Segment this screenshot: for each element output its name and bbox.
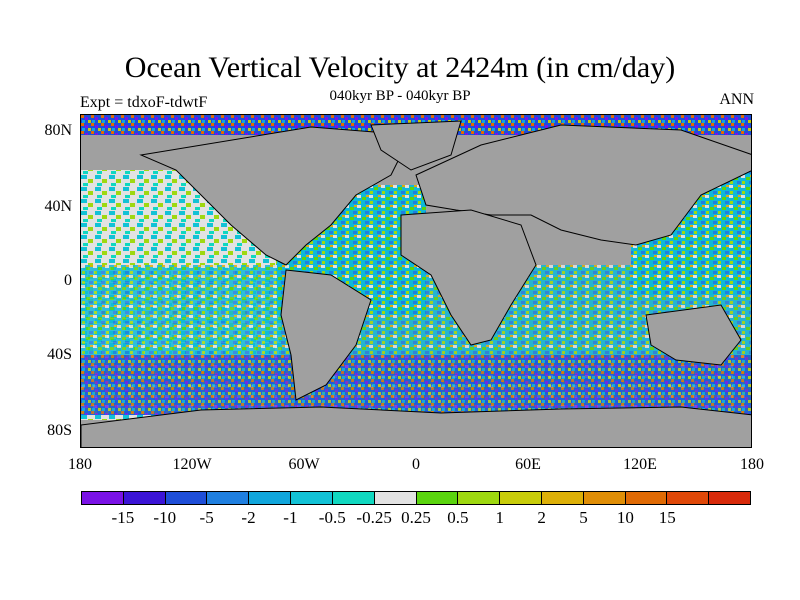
colorbar-segment — [709, 492, 750, 504]
colorbar-segment — [625, 492, 668, 504]
colorbar-segment — [374, 492, 417, 504]
colorbar-tick-label: 5 — [579, 508, 588, 527]
colorbar-segment — [82, 492, 124, 504]
colorbar-tick-label: -15 — [111, 508, 135, 527]
lat-label-40s: 40S — [47, 346, 72, 363]
continents — [81, 120, 751, 447]
colorbar-segment — [291, 492, 333, 504]
colorbar-tick-label: 1 — [495, 508, 505, 527]
ocean-velocity-field — [81, 115, 751, 447]
lon-label-0: 0 — [412, 456, 420, 473]
lon-label-120e: 120E — [623, 456, 657, 473]
colorbar-segment — [583, 492, 626, 504]
lon-label-60e: 60E — [515, 456, 541, 473]
colorbar-tick-label: -0.25 — [356, 508, 392, 527]
colorbar-tick-label: 10 — [616, 508, 634, 527]
colorbar-tick-label: -1 — [283, 508, 298, 527]
colorbar-tick-label: 0.25 — [401, 508, 431, 527]
colorbar-segment — [332, 492, 375, 504]
colorbar-segment — [458, 492, 501, 504]
map-title: Ocean Vertical Velocity at 2424m (in cm/… — [124, 51, 676, 84]
lat-label-0: 0 — [64, 272, 72, 289]
colorbar-segment — [123, 492, 166, 504]
lat-label-40n: 40N — [44, 198, 72, 215]
colorbar-tick-label: -10 — [153, 508, 177, 527]
colorbar-tick-label: -2 — [241, 508, 256, 527]
colorbar-segment — [416, 492, 459, 504]
lon-label-180w: 180 — [68, 456, 92, 473]
colorbar-segment — [541, 492, 584, 504]
colorbar-tick-label: -0.5 — [318, 508, 346, 527]
colorbar-tick-label: 0.5 — [447, 508, 469, 527]
colorbar-segment — [207, 492, 250, 504]
lon-label-120w: 120W — [172, 456, 212, 473]
lon-label-180e: 180 — [740, 456, 764, 473]
world-map — [80, 114, 752, 448]
experiment-label: Expt = tdxoF-tdwtF — [80, 94, 208, 111]
colorbar-segment — [165, 492, 208, 504]
colorbar-tick-label: -5 — [199, 508, 214, 527]
time-label: 040kyr BP - 040kyr BP — [329, 88, 471, 104]
colorbar-tick-label: 15 — [658, 508, 676, 527]
colorbar-segment — [249, 492, 292, 504]
lat-label-80n: 80N — [44, 122, 72, 139]
colorbar — [81, 491, 751, 505]
colorbar-tick-label: 2 — [537, 508, 546, 527]
season-label: ANN — [719, 91, 754, 108]
colorbar-segment — [667, 492, 710, 504]
lat-label-80s: 80S — [47, 422, 72, 439]
colorbar-segment — [500, 492, 542, 504]
lon-label-60w: 60W — [288, 456, 320, 473]
